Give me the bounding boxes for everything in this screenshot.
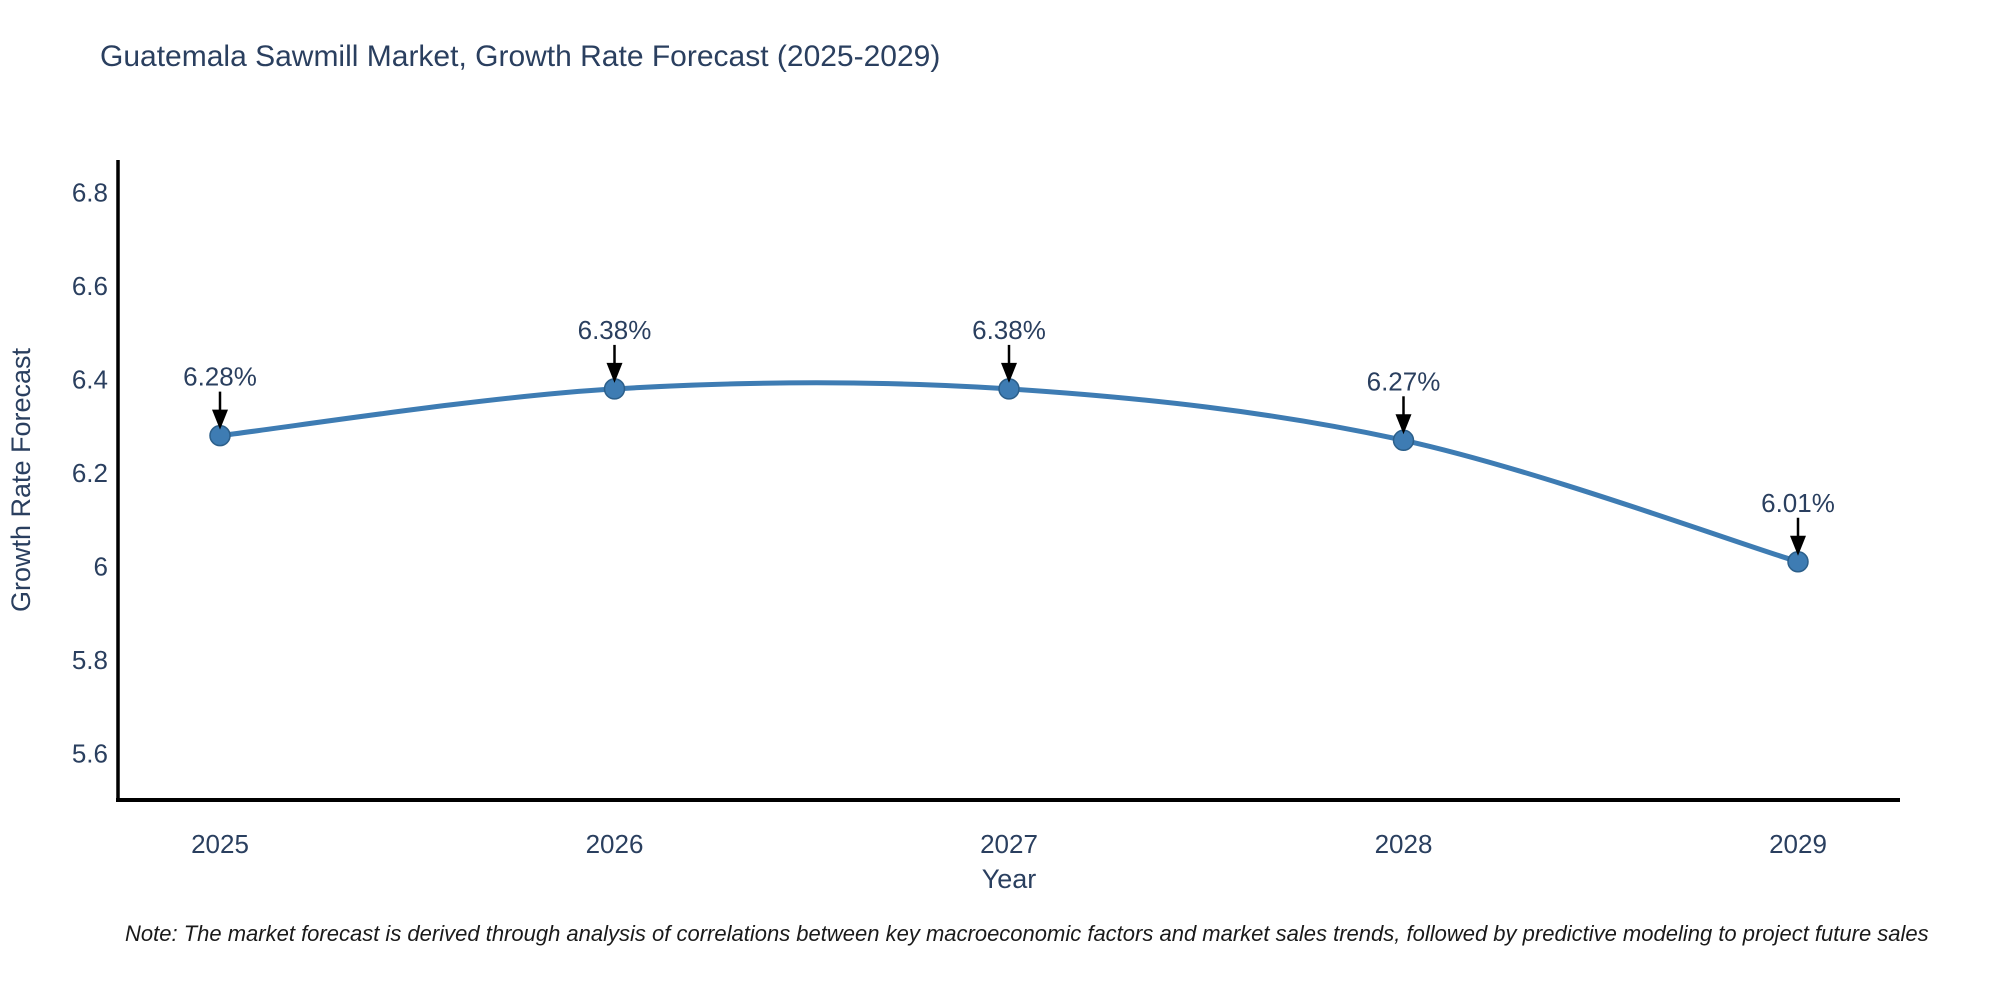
y-tick-label: 5.6 <box>72 738 108 768</box>
annotation-arrowhead <box>212 409 228 430</box>
y-tick-label: 6 <box>94 551 108 581</box>
annotation-arrowhead <box>606 362 623 383</box>
footnote: Note: The market forecast is derived thr… <box>125 921 1929 946</box>
annotation-arrowhead <box>1395 414 1412 435</box>
y-axis-title: Growth Rate Forecast <box>6 347 36 612</box>
point-annotation-label: 6.27% <box>1367 366 1441 396</box>
point-annotation-label: 6.38% <box>578 315 652 345</box>
series-line <box>217 380 1801 565</box>
chart-title: Guatemala Sawmill Market, Growth Rate Fo… <box>100 40 941 73</box>
y-tick-label: 5.8 <box>72 645 108 675</box>
x-tick-label: 2029 <box>1769 829 1827 859</box>
x-tick-label: 2028 <box>1375 829 1433 859</box>
annotation-arrowhead <box>1790 535 1806 556</box>
point-annotation-label: 6.38% <box>972 315 1046 345</box>
x-tick-label: 2025 <box>191 829 249 859</box>
y-tick-label: 6.4 <box>72 365 108 395</box>
x-tick-label: 2027 <box>980 829 1038 859</box>
x-tick-label: 2026 <box>586 829 644 859</box>
point-annotation-label: 6.01% <box>1761 488 1835 518</box>
y-tick-label: 6.2 <box>72 458 108 488</box>
y-tick-label: 6.8 <box>72 178 108 208</box>
x-axis-title: Year <box>982 864 1037 894</box>
annotation-arrowhead <box>1001 362 1017 383</box>
point-annotation-label: 6.28% <box>183 362 257 392</box>
y-tick-label: 6.6 <box>72 271 108 301</box>
